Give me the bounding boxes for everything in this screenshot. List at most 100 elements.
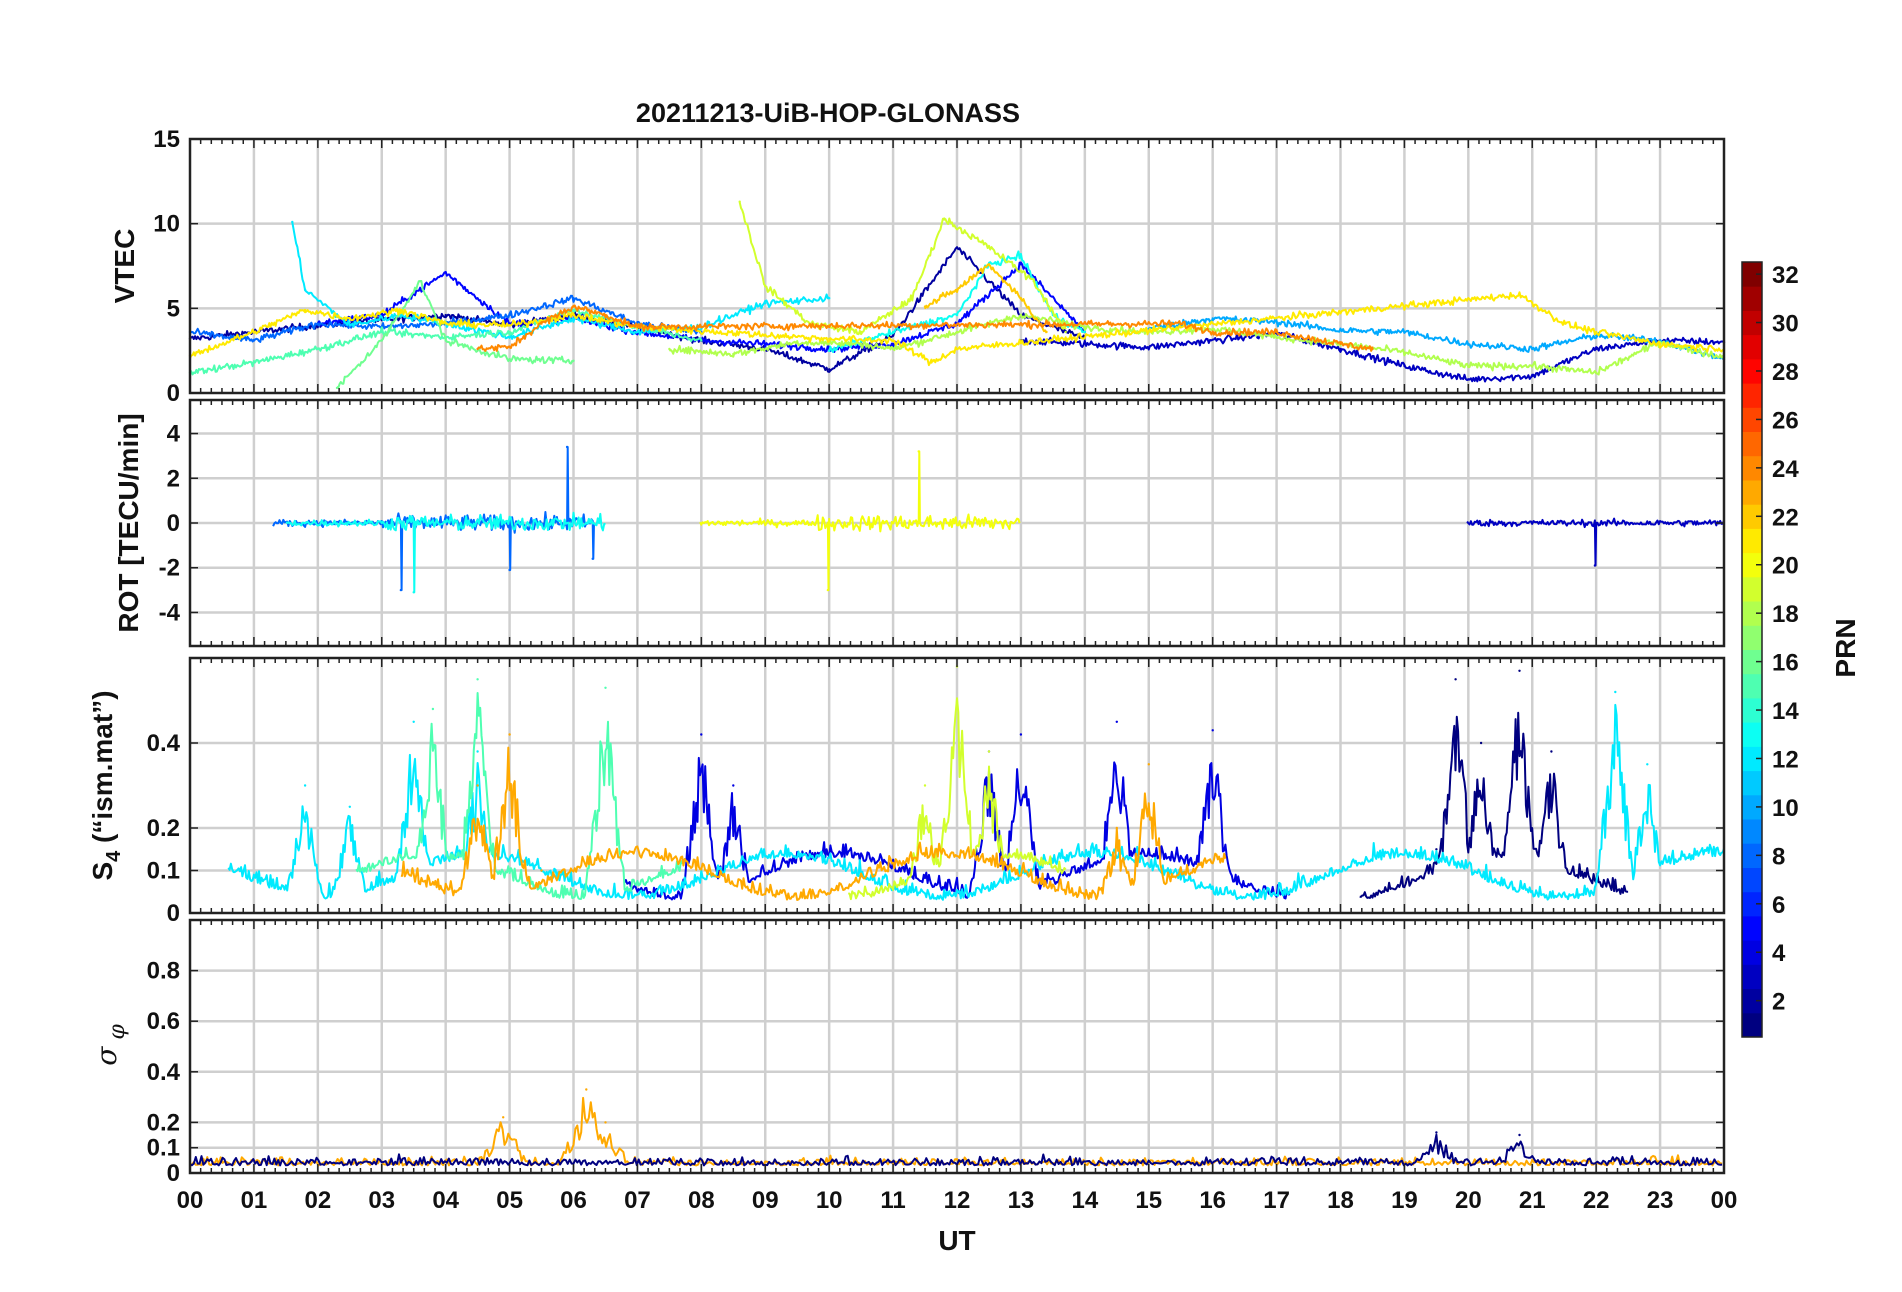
colorbar-band	[1742, 770, 1762, 796]
data-point	[399, 313, 403, 317]
data-point	[891, 334, 895, 337]
data-point	[508, 357, 511, 361]
data-point	[1064, 330, 1067, 334]
data-point	[508, 335, 511, 339]
series-line	[623, 756, 1291, 901]
y-tick-label: -2	[159, 555, 180, 582]
data-point	[1531, 374, 1534, 378]
panel-2: -4 -2 0 2 4 ROT [TECU/min]	[113, 398, 1726, 648]
x-tick-label: 12	[944, 1187, 971, 1214]
y-tick-label: 10	[153, 211, 180, 238]
colorbar-band	[1742, 383, 1762, 408]
data-point	[955, 347, 959, 351]
colorbar-band	[1742, 867, 1762, 893]
data-point	[412, 720, 415, 723]
colorbar-tick-label: 32	[1772, 262, 1799, 289]
series-line	[336, 280, 574, 389]
colorbar-label: PRN	[1830, 618, 1861, 677]
data-point	[1083, 330, 1087, 334]
series-line	[227, 703, 1725, 901]
x-tick-label: 17	[1263, 1187, 1290, 1214]
panel-3: 0 0.1 0.2 0.4 S4 (“ism.mat”)	[87, 656, 1726, 927]
data-point	[591, 557, 594, 560]
data-point	[540, 869, 543, 872]
colorbar-band	[1742, 455, 1762, 481]
data-point	[828, 349, 831, 352]
data-point	[1403, 351, 1406, 354]
colorbar-tick-label: 18	[1772, 601, 1799, 628]
data-point	[335, 386, 339, 390]
data-point	[1211, 317, 1214, 320]
colorbar-band	[1742, 286, 1762, 311]
data-point	[508, 313, 511, 317]
data-point	[476, 347, 479, 351]
colorbar-tick-label: 2	[1772, 989, 1785, 1016]
data-point	[828, 297, 831, 300]
colorbar-band	[1742, 915, 1762, 941]
chart-title: 20211213-UiB-HOP-GLONASS	[636, 98, 1020, 128]
data-point	[444, 322, 447, 325]
data-point	[348, 317, 351, 320]
data-point	[826, 588, 830, 592]
data-point	[508, 330, 511, 334]
colorbar-band	[1742, 262, 1762, 287]
x-axis-label: UT	[938, 1225, 975, 1256]
data-point	[987, 263, 991, 266]
data-point	[1019, 254, 1023, 257]
colorbar-tick-label: 22	[1772, 504, 1799, 531]
colorbar-band	[1742, 504, 1762, 529]
data-point	[923, 305, 927, 308]
colorbar-band	[1742, 673, 1762, 699]
data-point	[572, 359, 575, 362]
data-point	[604, 313, 607, 317]
data-point	[1595, 371, 1598, 374]
y-tick-label: 0.8	[147, 958, 180, 985]
y-tick-label: 0.4	[147, 1059, 181, 1086]
series-line	[476, 304, 1374, 352]
data-point	[585, 1088, 588, 1091]
data-point	[380, 339, 383, 342]
x-tick-label: 00	[1711, 1187, 1738, 1214]
panel-4: 00.10.2 0.4 0.6 0.8 σ φ 00 01 02 03 04 05 06 07 08 09 1…	[90, 918, 1738, 1214]
colorbar-band	[1742, 528, 1762, 554]
colorbar-band	[1742, 601, 1762, 626]
data-point	[923, 784, 927, 787]
colorbar-band	[1742, 407, 1762, 432]
data-point	[732, 352, 735, 356]
colorbar-tick-label: 20	[1772, 553, 1799, 580]
x-tick-label: 11	[880, 1187, 905, 1214]
y-axis-label: σ φ	[90, 1024, 130, 1066]
data-point	[291, 220, 294, 224]
data-point	[252, 339, 256, 342]
y-tick-label: 0	[167, 380, 180, 407]
colorbar-band	[1742, 891, 1762, 917]
data-point	[1371, 347, 1374, 351]
series-line	[738, 202, 1067, 336]
data-point	[1595, 347, 1598, 351]
data-point	[859, 330, 863, 334]
series-line	[1020, 331, 1725, 383]
data-point	[636, 330, 639, 334]
data-point	[303, 288, 307, 291]
data-point	[572, 308, 575, 312]
data-point	[859, 342, 863, 346]
data-point	[604, 686, 607, 689]
x-tick-label: 21	[1519, 1187, 1546, 1214]
y-axis-label: ROT [TECU/min]	[113, 413, 144, 632]
colorbar-band	[1742, 940, 1762, 965]
colorbar-band	[1742, 843, 1762, 868]
data-point	[412, 591, 415, 594]
x-tick-label: 23	[1647, 1187, 1674, 1214]
data-point	[1518, 1133, 1521, 1137]
data-point	[1403, 330, 1406, 334]
x-tick-label: 06	[560, 1187, 587, 1214]
data-point	[1595, 330, 1598, 334]
y-tick-label: 5	[167, 295, 180, 322]
data-point	[476, 784, 479, 787]
colorbar-band	[1742, 794, 1762, 820]
data-point	[1518, 669, 1521, 672]
data-point	[828, 368, 831, 371]
colorbar-band	[1742, 746, 1762, 772]
data-point	[348, 324, 351, 327]
